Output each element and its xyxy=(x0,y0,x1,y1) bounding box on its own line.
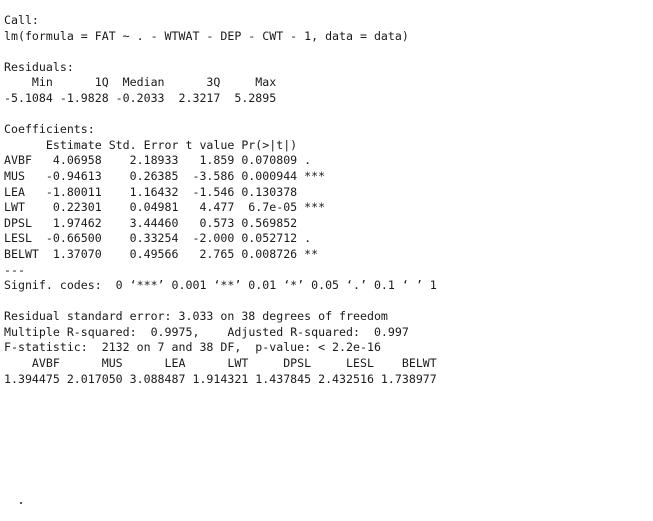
coefficient-row-lesl: LESL -0.66500 0.33254 -2.000 0.052712 . xyxy=(4,231,326,246)
vif-values: 1.394475 2.017050 3.088487 1.914321 1.43… xyxy=(4,371,444,386)
cursor-dot xyxy=(20,502,22,504)
residuals-labels: Min 1Q Median 3Q Max xyxy=(4,75,284,90)
call-header: Call: xyxy=(4,13,39,27)
coefficient-row-lea: LEA -1.80011 1.16432 -1.546 0.130378 xyxy=(4,184,326,199)
residuals-header: Residuals: xyxy=(4,59,74,74)
coefficient-row-lwt: LWT 0.22301 0.04981 4.477 6.7e-05 *** xyxy=(4,200,326,215)
signif-codes: Signif. codes: 0 ‘***’ 0.001 ‘**’ 0.01 ‘… xyxy=(4,278,437,293)
coefficients-header: Coefficients: xyxy=(4,122,95,137)
coefficients-column-header: Estimate Std. Error t value Pr(>|t|) xyxy=(4,137,326,152)
vif-names: AVBF MUS LEA LWT DPSL LESL BELWT xyxy=(4,356,444,371)
coefficient-row-mus: MUS -0.94613 0.26385 -3.586 0.000944 *** xyxy=(4,168,326,183)
f-statistic-line: F-statistic: 2132 on 7 and 38 DF, p-valu… xyxy=(4,340,381,355)
coefficient-row-avbf: AVBF 4.06958 2.18933 1.859 0.070809 . xyxy=(4,153,326,168)
blank-line xyxy=(4,44,649,60)
coefficient-row-belwt: BELWT 1.37070 0.49566 2.765 0.008726 ** xyxy=(4,246,326,261)
coefficient-row-dpsl: DPSL 1.97462 3.44460 0.573 0.569852 xyxy=(4,215,326,230)
blank-line xyxy=(4,294,649,310)
blank-line xyxy=(4,107,649,123)
r-squared-line: Multiple R-squared: 0.9975, Adjusted R-s… xyxy=(4,324,416,339)
residuals-values: -5.1084 -1.9828 -0.2033 2.3217 5.2895 xyxy=(4,90,284,105)
r-console-output: Call: lm(formula = FAT ~ . - WTWAT - DEP… xyxy=(4,13,649,387)
residual-standard-error: Residual standard error: 3.033 on 38 deg… xyxy=(4,309,388,324)
call-formula: lm(formula = FAT ~ . - WTWAT - DEP - CWT… xyxy=(4,28,409,43)
separator-line: --- xyxy=(4,262,25,277)
